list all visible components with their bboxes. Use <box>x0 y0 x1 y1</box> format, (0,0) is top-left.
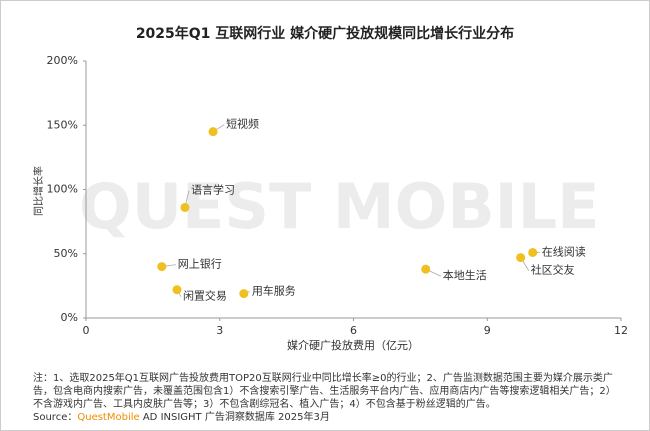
point-label: 用车服务 <box>252 284 296 298</box>
point-label: 在线阅读 <box>542 244 586 258</box>
point <box>172 285 182 295</box>
source-prefix: Source： <box>33 412 78 423</box>
point-label: 社区交友 <box>531 263 575 277</box>
point <box>239 289 249 299</box>
point <box>180 202 190 212</box>
point-label: 闲置交易 <box>183 289 227 303</box>
point <box>157 262 167 272</box>
chart: QUEST MOBILE 2025年Q1 互联网行业 媒介硬广投放规模同比增长行… <box>32 25 628 352</box>
footnote: 注：1、选取2025年Q1互联网广告投放费用TOP20互联网行业中同比增长率≥0… <box>33 372 623 424</box>
point-label: 短视频 <box>226 117 259 131</box>
point-label: 语言学习 <box>191 182 235 196</box>
y-tick-label: 100% <box>47 183 78 196</box>
source: Source：QuestMobile AD INSIGHT 广告洞察数据库 20… <box>33 411 623 424</box>
note-text: 注：1、选取2025年Q1互联网广告投放费用TOP20互联网行业中同比增长率≥0… <box>33 373 616 410</box>
y-axis-label: 同比增长率 <box>32 166 45 216</box>
point <box>208 127 218 137</box>
x-tick-label: 3 <box>216 324 223 337</box>
x-tick-label: 6 <box>350 324 357 337</box>
point-label: 网上银行 <box>178 257 222 271</box>
y-tick-label: 150% <box>47 118 78 131</box>
point <box>528 247 538 257</box>
y-tick-label: 200% <box>47 54 78 67</box>
point-label: 本地生活 <box>443 268 487 282</box>
y-tick-label: 50% <box>54 247 78 260</box>
source-rest: AD INSIGHT 广告洞察数据库 2025年3月 <box>142 412 330 423</box>
point <box>421 264 431 274</box>
x-tick-label: 9 <box>484 324 491 337</box>
x-tick-label: 12 <box>614 324 628 337</box>
chart-title: 2025年Q1 互联网行业 媒介硬广投放规模同比增长行业分布 <box>136 25 514 42</box>
y-tick-label: 0% <box>61 311 78 324</box>
x-axis-label: 媒介硬广投放费用（亿元） <box>287 338 419 352</box>
watermark: QUEST MOBILE <box>79 170 600 243</box>
point <box>516 253 526 263</box>
source-brand: QuestMobile <box>77 412 140 423</box>
x-tick-label: 0 <box>83 324 90 337</box>
